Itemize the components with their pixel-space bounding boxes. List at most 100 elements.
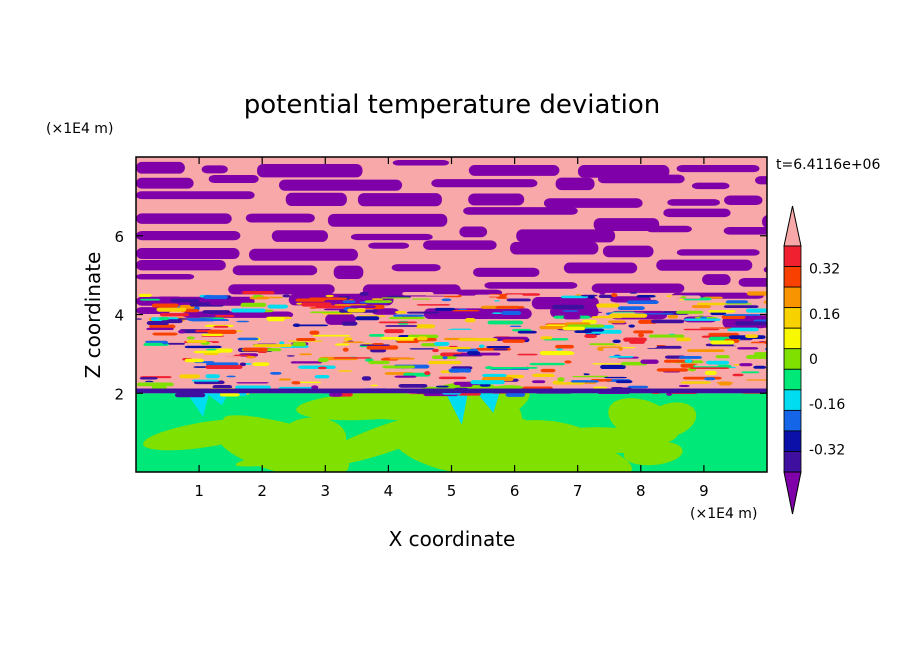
field-patch xyxy=(270,372,282,375)
field-patch xyxy=(415,324,435,329)
field-patch xyxy=(434,307,456,311)
field-patch xyxy=(303,293,324,298)
colorbar-min-triangle xyxy=(783,471,802,515)
field-band xyxy=(136,259,226,271)
field-patch xyxy=(648,334,685,338)
field-band xyxy=(136,388,767,394)
field-patch xyxy=(532,373,556,378)
field-patch xyxy=(226,375,236,378)
field-patch xyxy=(656,368,689,372)
field-patch xyxy=(178,330,186,334)
field-patch xyxy=(295,338,316,341)
field-band xyxy=(656,259,753,271)
field-patch xyxy=(170,298,200,303)
colorbar-segment xyxy=(783,266,802,288)
field-band xyxy=(755,176,767,185)
field-patch xyxy=(479,383,491,387)
field-patch xyxy=(338,370,353,372)
field-patch xyxy=(460,352,501,356)
field-band xyxy=(357,193,442,207)
field-band xyxy=(763,266,767,273)
field-patch xyxy=(678,356,703,359)
field-patch xyxy=(308,297,348,300)
field-patch xyxy=(333,357,372,359)
colorbar-segment xyxy=(783,348,802,370)
field-patch xyxy=(425,294,460,296)
field-patch xyxy=(737,347,759,350)
colorbar-segment xyxy=(783,245,802,267)
field-patch xyxy=(380,337,417,340)
field-patch xyxy=(602,347,620,352)
field-patch xyxy=(394,429,500,472)
field-patch xyxy=(691,305,711,309)
field-band xyxy=(327,213,448,227)
field-patch xyxy=(575,294,582,296)
field-patch xyxy=(410,379,420,384)
chart-title: potential temperature deviation xyxy=(244,90,660,120)
field-patch xyxy=(193,350,221,354)
field-band xyxy=(136,213,232,224)
field-patch xyxy=(342,341,364,343)
field-patch xyxy=(506,298,532,302)
field-band xyxy=(762,215,767,229)
field-patch xyxy=(183,290,196,294)
field-patch xyxy=(560,295,589,299)
field-patch xyxy=(370,348,387,353)
field-patch xyxy=(608,398,680,444)
field-patch xyxy=(615,380,633,384)
field-band xyxy=(543,198,643,208)
field-patch xyxy=(563,315,581,320)
field-patch xyxy=(705,360,730,365)
field-patch xyxy=(381,297,411,299)
field-patch xyxy=(457,392,481,396)
field-patch xyxy=(278,378,292,381)
field-patch xyxy=(680,381,711,384)
field-patch xyxy=(342,347,349,352)
field-band xyxy=(245,213,315,223)
field-patch xyxy=(416,304,451,306)
field-patch xyxy=(585,311,603,313)
field-patch xyxy=(584,334,597,338)
field-band xyxy=(516,229,616,243)
field-patch xyxy=(341,321,358,326)
field-band xyxy=(391,264,441,272)
field-patch xyxy=(592,386,608,390)
field-patch xyxy=(666,392,672,396)
field-patch xyxy=(252,344,293,347)
y-tick-label: 6 xyxy=(114,228,124,246)
field-patch xyxy=(727,327,759,332)
field-patch xyxy=(291,381,301,385)
field-patch xyxy=(246,355,256,359)
field-patch xyxy=(388,316,426,320)
field-patch xyxy=(158,296,181,299)
field-patch xyxy=(557,377,565,382)
y-ticks: 2 4 6 xyxy=(114,228,767,403)
y-axis-label: Z coordinate xyxy=(81,252,105,379)
field-patch xyxy=(438,376,467,380)
field-patch xyxy=(366,345,399,350)
x-unit-label: (×1E4 m) xyxy=(690,506,757,522)
field-patch xyxy=(359,344,391,346)
field-patch xyxy=(552,304,585,310)
field-patch xyxy=(334,343,350,346)
field-patch xyxy=(459,384,473,387)
x-tick-label: 2 xyxy=(257,482,267,500)
field-patch xyxy=(312,334,351,337)
field-patch xyxy=(217,353,236,356)
field-patch xyxy=(494,300,500,302)
field-patch xyxy=(640,359,659,364)
field-patch xyxy=(710,340,735,345)
field-patch xyxy=(372,343,384,345)
field-band xyxy=(136,247,240,259)
field-patch xyxy=(753,365,767,369)
field-patch xyxy=(733,343,767,347)
field-patch xyxy=(501,310,522,315)
colorbar: 0.32 0.16 0 -0.16 -0.32 xyxy=(783,205,845,515)
field-patch xyxy=(710,312,727,316)
field-patch xyxy=(723,314,762,316)
field-patch xyxy=(600,364,626,370)
field-patch xyxy=(237,337,259,341)
field-patch xyxy=(187,318,215,321)
field-band xyxy=(724,195,763,205)
field-patch xyxy=(482,373,507,378)
